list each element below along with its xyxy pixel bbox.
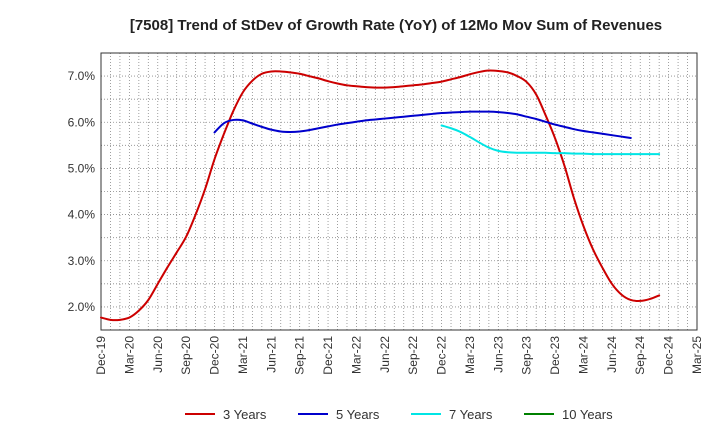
y-tick-label: 7.0% xyxy=(68,69,96,83)
x-tick-label: Mar-23 xyxy=(463,336,477,374)
y-tick-label: 5.0% xyxy=(68,161,96,175)
y-tick-label: 4.0% xyxy=(68,208,96,222)
x-tick-label: Mar-22 xyxy=(349,336,363,374)
x-tick-label: Dec-19 xyxy=(94,336,108,375)
chart-title: [7508] Trend of StDev of Growth Rate (Yo… xyxy=(130,17,662,34)
x-tick-label: Sep-21 xyxy=(293,336,307,375)
x-tick-label: Jun-22 xyxy=(378,336,392,373)
legend-label: 7 Years xyxy=(449,407,493,422)
x-tick-label: Dec-23 xyxy=(548,336,562,375)
x-tick-label: Dec-20 xyxy=(208,336,222,375)
series-line-3-years xyxy=(100,69,661,322)
x-tick-label: Mar-24 xyxy=(576,336,590,374)
x-tick-label: Sep-24 xyxy=(633,336,647,375)
x-tick-label: Sep-20 xyxy=(179,336,193,375)
x-tick-label: Sep-22 xyxy=(406,336,420,375)
plot-area: 2.0% 3.0% 4.0% 5.0% 6.0% 7.0% Dec-19 Mar-20 Jun-… xyxy=(68,52,704,375)
x-tick-label: Jun-21 xyxy=(264,336,278,373)
series-line-5-years xyxy=(213,110,632,139)
y-tick-label: 2.0% xyxy=(68,300,96,314)
x-tick-label: Jun-24 xyxy=(605,336,619,373)
x-tick-label: Jun-20 xyxy=(151,336,165,373)
x-tick-label: Dec-21 xyxy=(321,336,335,375)
x-tick-label: Dec-22 xyxy=(435,336,449,375)
plot-border xyxy=(100,52,698,331)
legend: 3 Years 5 Years 7 Years 10 Years xyxy=(185,407,613,422)
x-tick-label: Jun-23 xyxy=(491,336,505,373)
series-line-7-years xyxy=(440,124,661,156)
legend-label: 3 Years xyxy=(223,407,267,422)
x-tick-label: Sep-23 xyxy=(520,336,534,375)
x-tick-label: Mar-20 xyxy=(122,336,136,374)
y-tick-label: 6.0% xyxy=(68,115,96,129)
y-tick-label: 3.0% xyxy=(68,254,96,268)
x-tick-label: Mar-25 xyxy=(690,336,704,374)
legend-label: 5 Years xyxy=(336,407,380,422)
x-tick-label: Dec-24 xyxy=(662,336,676,375)
legend-label: 10 Years xyxy=(562,407,613,422)
x-tick-label: Mar-21 xyxy=(236,336,250,374)
